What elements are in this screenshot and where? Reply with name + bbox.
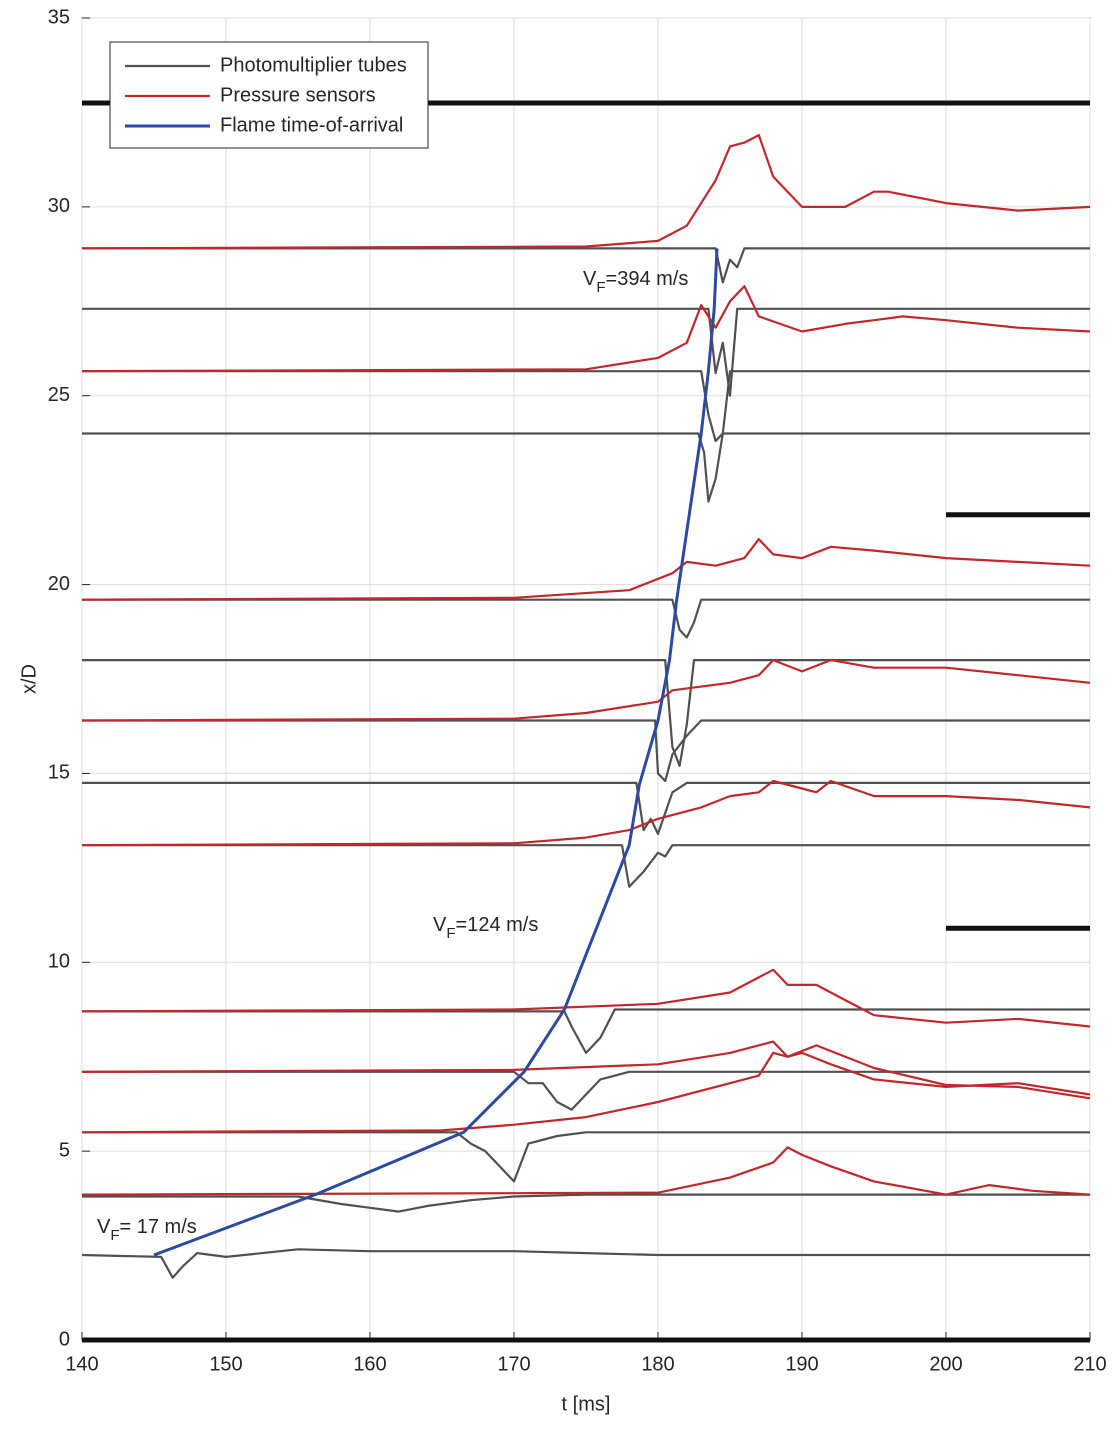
annotation-text: = 17 m/s: [120, 1216, 197, 1238]
y-axis-label: x/D: [18, 664, 40, 694]
x-tick-label: 160: [353, 1353, 386, 1375]
annotation-text: =124 m/s: [456, 914, 539, 936]
annotation-subscript: F: [446, 925, 455, 942]
signal-line: [81, 779, 1091, 847]
legend-label: Flame time-of-arrival: [220, 114, 403, 136]
y-tick-label: 20: [48, 573, 70, 595]
signal-line: [82, 1193, 1090, 1213]
signal-line: [82, 659, 1090, 767]
x-tick-label: 170: [497, 1353, 530, 1375]
x-tick-label: 190: [785, 1353, 818, 1375]
signal-line: [81, 1044, 1091, 1134]
annotation-subscript: F: [596, 279, 605, 296]
signal-line: [82, 1008, 1090, 1054]
x-tick-label: 210: [1073, 1353, 1106, 1375]
annotation-text: V: [433, 914, 447, 936]
flame-line: [153, 248, 719, 1257]
signal-line: [82, 598, 1090, 639]
x-tick-label: 200: [929, 1353, 962, 1375]
annotation-text: =394 m/s: [606, 268, 689, 290]
y-tick-label: 35: [48, 6, 70, 28]
legend-label: Pressure sensors: [220, 84, 376, 106]
y-tick-label: 0: [59, 1328, 70, 1350]
x-tick-label: 140: [65, 1353, 98, 1375]
signal-line: [81, 538, 1091, 601]
signal-line: [81, 1040, 1091, 1096]
x-tick-label: 150: [209, 1353, 242, 1375]
signal-line: [82, 1070, 1090, 1111]
plot-area: [81, 17, 1091, 1341]
signal-line: [82, 844, 1090, 888]
signal-line: [81, 1248, 1090, 1279]
y-tick-label: 25: [48, 384, 70, 406]
legend-label: Photomultiplier tubes: [220, 54, 407, 76]
y-tick-label: 5: [59, 1139, 70, 1161]
annotation: VF=394 m/s: [583, 268, 688, 296]
annotation-text: V: [97, 1216, 111, 1238]
annotation: VF= 17 m/s: [97, 1216, 197, 1244]
x-axis-label: t [ms]: [562, 1393, 611, 1415]
y-tick-label: 30: [48, 195, 70, 217]
signal-line: [81, 285, 1091, 373]
signal-line: [82, 719, 1090, 783]
legend: Photomultiplier tubes Pressure sensors Fla…: [109, 41, 429, 149]
annotation-subscript: F: [110, 1227, 119, 1244]
annotation: VF=124 m/s: [433, 914, 538, 942]
signal-line: [81, 659, 1091, 722]
x-tick-label: 180: [641, 1353, 674, 1375]
y-tick-label: 15: [48, 762, 70, 784]
signal-line: [81, 968, 1091, 1028]
annotation-text: V: [583, 268, 597, 290]
signal-line: [81, 1146, 1091, 1196]
signal-line: [81, 134, 1091, 250]
signal-line: [82, 370, 1090, 443]
signal-line: [82, 1131, 1090, 1183]
y-tick-label: 10: [48, 951, 70, 973]
signal-line: [82, 307, 1090, 397]
